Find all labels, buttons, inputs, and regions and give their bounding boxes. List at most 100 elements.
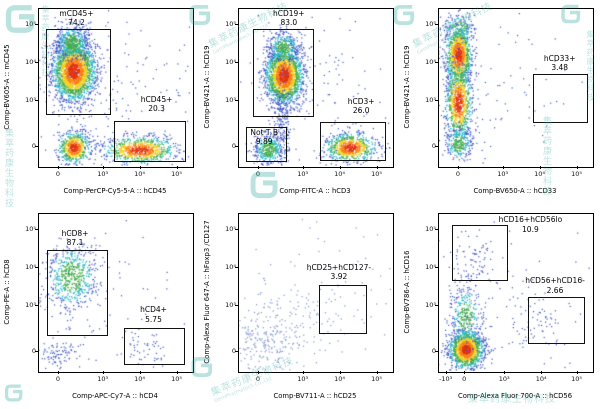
- y-tick-label: 10⁵: [225, 224, 236, 233]
- flow-panel-4: hCD8+ 87.1 hCD4+ 5.75 0 10³ 10⁴ 10⁵ 0 10³ 10⁴ 10⁵ Co…: [0, 205, 200, 409]
- gate-percentage: 26.0: [352, 105, 370, 115]
- x-tick-mark: [376, 371, 378, 374]
- y-tick-mark: [435, 266, 438, 268]
- gate-label-mcd45: mCD45+ 74.2: [59, 9, 93, 28]
- x-axis-label: Comp-APC-Cy7-A :: hCD4: [72, 392, 158, 400]
- gate-name: hCD25+hCD127-: [306, 262, 372, 272]
- gate-name: hCD16+hCD56lo: [498, 215, 563, 225]
- y-tick-mark: [35, 99, 38, 101]
- gate-percentage: 20.3: [148, 104, 165, 114]
- x-tick-mark: [176, 371, 178, 374]
- y-tick-label: 10⁵: [225, 19, 236, 28]
- gate-name: hCD33+: [543, 53, 576, 63]
- gate-hcd33: [532, 74, 588, 123]
- scatter-canvas: [438, 213, 592, 371]
- y-tick-label: 10³: [25, 300, 36, 309]
- x-tick-label: 0: [55, 375, 61, 383]
- x-tick-mark: [302, 371, 304, 374]
- x-tick-label: 10⁵: [171, 375, 183, 383]
- gate-hcd56-hcd16: [528, 296, 585, 345]
- gate-hcd19: [253, 28, 314, 118]
- x-tick-mark: [464, 371, 466, 374]
- plot-frame: [38, 213, 194, 373]
- y-tick-mark: [35, 228, 38, 230]
- plot-frame: [38, 8, 194, 168]
- gate-percentage: 5.75: [145, 314, 162, 324]
- x-axis-label: Comp-BV711-A :: hCD25: [273, 392, 357, 400]
- y-tick-mark: [435, 350, 438, 352]
- x-axis-label: Comp-FITC-A :: hCD3: [279, 187, 351, 195]
- gate-percentage: 3.92: [330, 272, 348, 282]
- x-tick-mark: [339, 166, 341, 169]
- gate-name: hCD8+: [61, 228, 89, 238]
- flow-panel-1: mCD45+ 74.2 hCD45+ 20.3 0 10³ 10⁴ 10⁵ 0 10³ 10⁴ 10⁵…: [0, 0, 200, 204]
- y-tick-label: 10⁴: [425, 262, 436, 271]
- flow-panel-2: hCD19+ 83.0 hCD3+ 26.0 Not T B 9.89 0 10³ 10⁴ 10⁵…: [200, 0, 400, 204]
- x-tick-label: 10⁴: [534, 170, 546, 178]
- x-tick-label: 10⁴: [134, 170, 146, 178]
- x-tick-label: 10⁴: [134, 375, 146, 383]
- gate-label-hcd4: hCD4+ 5.75: [140, 305, 167, 324]
- x-tick-label: 10³: [97, 170, 109, 178]
- x-tick-label: 10⁵: [371, 375, 383, 383]
- gate-label-hcd56-hcd16: hCD56+hCD16- 2.66: [525, 276, 585, 295]
- gate-hcd3: [319, 121, 387, 161]
- y-tick-mark: [35, 23, 38, 25]
- gate-name: hCD3+: [347, 96, 375, 106]
- y-tick-mark: [35, 145, 38, 147]
- x-tick-label: -10³: [439, 375, 453, 383]
- x-tick-mark: [58, 371, 59, 374]
- x-tick-mark: [139, 166, 141, 169]
- gate-percentage: 83.0: [280, 18, 298, 28]
- y-tick-mark: [435, 228, 438, 230]
- gate-label-hcd19: hCD19+ 83.0: [273, 9, 305, 28]
- y-tick-mark: [235, 304, 238, 306]
- x-tick-label: 10⁵: [171, 170, 183, 178]
- y-tick-mark: [435, 304, 438, 306]
- gate-percentage: 74.2: [68, 18, 85, 28]
- gate-label-hcd8: hCD8+ 87.1: [62, 229, 89, 248]
- y-tick-label: 10³: [225, 300, 236, 309]
- y-axis-label: Comp-BV421-A :: hCD19: [403, 45, 411, 129]
- x-tick-label: 10⁴: [334, 170, 346, 178]
- gate-label-hcd33: hCD33+ 3.48: [544, 54, 576, 73]
- y-axis-label: Comp-PE-A :: hCD8: [3, 259, 11, 325]
- gate-label-hcd3: hCD3+ 26.0: [348, 97, 375, 116]
- y-tick-mark: [435, 99, 438, 101]
- flow-panel-5: hCD25+hCD127- 3.92 0 10³ 10⁴ 10⁵ 0 10³ 10⁴ 10⁵ Com…: [200, 205, 400, 409]
- gate-percentage: 3.48: [551, 63, 569, 73]
- x-tick-label: 10³: [497, 170, 509, 178]
- y-tick-label: 10⁵: [25, 224, 36, 233]
- x-tick-mark: [258, 371, 259, 374]
- x-tick-label: 0: [55, 170, 61, 178]
- y-tick-label: 0: [31, 346, 36, 355]
- x-tick-label: 10⁴: [334, 375, 346, 383]
- x-tick-mark: [102, 166, 104, 169]
- gate-label-hcd16-hcd56lo: hCD16+hCD56lo 10.9: [499, 215, 563, 234]
- gate-percentage: 2.66: [546, 285, 564, 295]
- y-tick-mark: [35, 350, 38, 352]
- y-tick-label: 10⁴: [225, 262, 236, 271]
- plot-frame: [238, 213, 394, 373]
- x-tick-mark: [376, 166, 378, 169]
- gate-percentage: 87.1: [66, 238, 84, 248]
- plot-frame: [238, 8, 394, 168]
- x-tick-label: 10⁵: [371, 170, 383, 178]
- y-tick-label: 10⁵: [425, 19, 436, 28]
- y-tick-mark: [435, 23, 438, 25]
- flow-panel-3: hCD33+ 3.48 0 10³ 10⁴ 10⁵ 0 10³ 10⁴ 10⁵ Comp-BV650…: [400, 0, 600, 204]
- gate-name: hCD19+: [273, 8, 305, 18]
- y-tick-mark: [235, 228, 238, 230]
- gate-name: hCD45+: [140, 94, 173, 104]
- y-tick-label: 10³: [225, 95, 236, 104]
- x-tick-mark: [445, 371, 447, 374]
- x-tick-mark: [258, 166, 259, 169]
- gate-label-hcd45: hCD45+ 20.3: [141, 95, 173, 114]
- y-tick-label: 0: [231, 141, 236, 150]
- x-tick-mark: [576, 371, 578, 374]
- y-tick-label: 10³: [25, 95, 36, 104]
- y-tick-label: 10⁴: [25, 57, 36, 66]
- scatter-canvas: [38, 8, 192, 166]
- x-tick-mark: [502, 166, 504, 169]
- gate-not-t-b: [245, 127, 287, 163]
